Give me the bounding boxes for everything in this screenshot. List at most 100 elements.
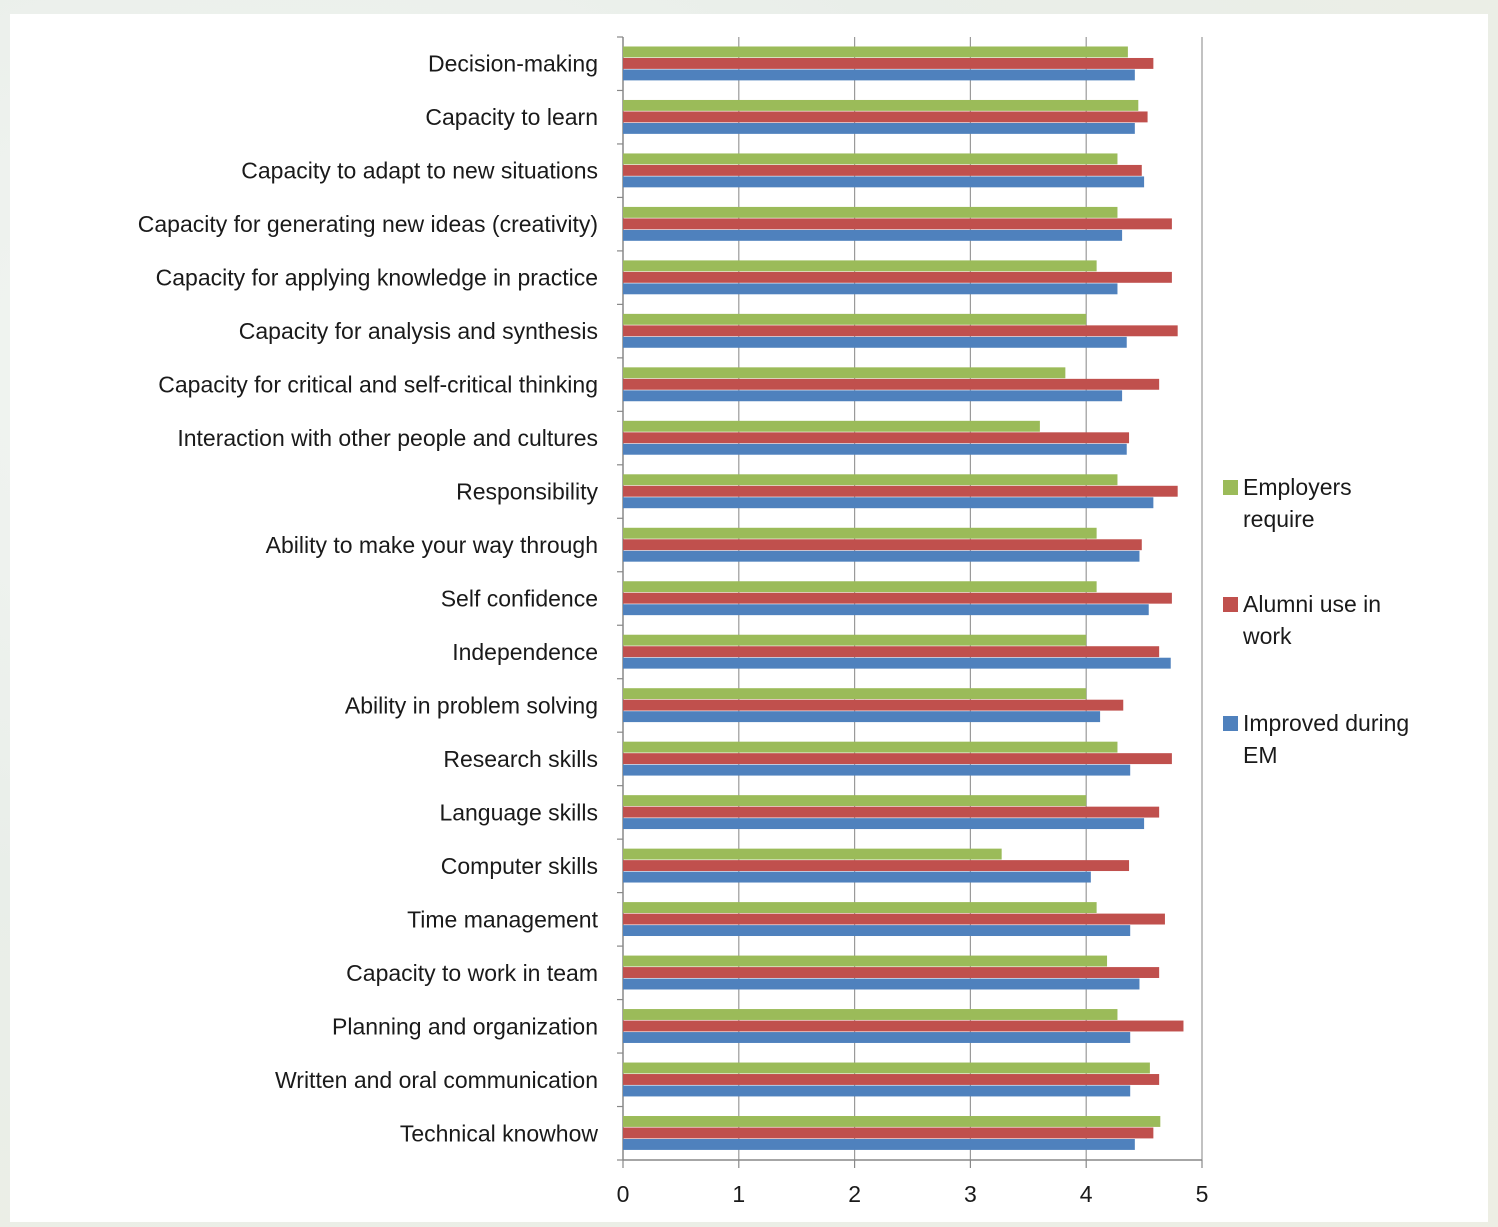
legend-label: work (1242, 623, 1292, 649)
bar (623, 336, 1127, 348)
bar (623, 176, 1145, 188)
category-label: Technical knowhow (400, 1120, 599, 1146)
bar (623, 806, 1160, 818)
bar (623, 871, 1091, 883)
bar (623, 527, 1097, 539)
category-label: Responsibility (456, 479, 598, 505)
bar (623, 646, 1160, 658)
legend-label: EM (1243, 742, 1278, 768)
bar (623, 913, 1165, 925)
bar (623, 111, 1148, 123)
bar (623, 99, 1139, 111)
x-tick-label: 0 (617, 1181, 630, 1207)
bar (623, 443, 1127, 455)
bar (623, 206, 1118, 218)
category-label: Capacity for analysis and synthesis (239, 318, 598, 344)
legend-label: Employers (1243, 474, 1352, 500)
x-tick-label: 2 (848, 1181, 861, 1207)
bar (623, 69, 1135, 81)
category-label: Time management (407, 906, 599, 932)
bar (623, 592, 1172, 604)
category-label: Research skills (443, 746, 598, 772)
bar (623, 164, 1142, 176)
bar (623, 325, 1178, 337)
bar (623, 1116, 1161, 1127)
x-tick-label: 1 (732, 1181, 745, 1207)
bar (623, 550, 1140, 562)
bar (623, 153, 1118, 165)
bar (623, 367, 1066, 379)
bar (623, 539, 1142, 551)
category-label: Language skills (439, 799, 598, 825)
bar (623, 1085, 1131, 1097)
category-label: Capacity to adapt to new situations (241, 158, 598, 184)
bar (623, 741, 1118, 753)
bar (623, 313, 1087, 325)
legend-swatch (1223, 480, 1238, 495)
bar (623, 260, 1097, 272)
bar (623, 818, 1145, 830)
bar (623, 57, 1154, 69)
bar (623, 604, 1149, 616)
legend-label: Improved during (1243, 710, 1409, 736)
bar (623, 271, 1172, 283)
bar (623, 978, 1140, 990)
bar (623, 229, 1123, 241)
bar (623, 764, 1131, 776)
category-label: Ability in problem solving (345, 692, 598, 718)
category-label: Capacity for critical and self-critical … (158, 372, 598, 398)
bar (623, 218, 1172, 230)
bar (623, 283, 1118, 295)
category-label: Computer skills (441, 853, 598, 879)
category-label: Planning and organization (332, 1013, 598, 1039)
x-tick-label: 5 (1196, 1181, 1209, 1207)
bar (623, 1139, 1135, 1150)
category-label: Decision-making (428, 51, 598, 77)
category-label: Written and oral communication (275, 1067, 598, 1093)
legend-label: require (1243, 506, 1315, 532)
bar (623, 967, 1160, 978)
bar (623, 848, 1002, 860)
x-tick-label: 3 (964, 1181, 977, 1207)
bar (623, 1020, 1184, 1032)
bar (623, 955, 1108, 967)
category-label: Capacity to learn (425, 104, 598, 130)
bar (623, 485, 1178, 497)
bar (623, 1032, 1131, 1043)
category-label: Self confidence (441, 586, 598, 612)
bar (623, 432, 1130, 444)
bar (623, 860, 1130, 872)
bar (623, 1127, 1154, 1139)
bar (623, 474, 1118, 486)
category-label: Capacity to work in team (346, 960, 598, 986)
legend-label: Alumni use in (1243, 591, 1381, 617)
bar (623, 753, 1172, 765)
bar (623, 420, 1040, 432)
bar (623, 46, 1128, 58)
category-label: Capacity for generating new ideas (creat… (138, 211, 598, 237)
bar (623, 497, 1154, 509)
bar (623, 688, 1087, 700)
bar (623, 699, 1124, 711)
bar (623, 1062, 1150, 1074)
bar (623, 390, 1123, 402)
bar (623, 657, 1171, 669)
bar (623, 1009, 1118, 1020)
legend-swatch (1223, 716, 1238, 731)
legend-swatch (1223, 597, 1238, 612)
bar (623, 795, 1087, 807)
category-label: Capacity for applying knowledge in pract… (156, 265, 598, 291)
bar (623, 902, 1097, 914)
x-tick-label: 4 (1080, 1181, 1093, 1207)
bar (623, 711, 1101, 723)
bar (623, 122, 1135, 134)
bar (623, 581, 1097, 593)
category-label: Ability to make your way through (266, 532, 598, 558)
bar (623, 925, 1131, 937)
bar (623, 634, 1087, 646)
category-label: Interaction with other people and cultur… (177, 425, 598, 451)
bar (623, 378, 1160, 390)
category-label: Independence (452, 639, 598, 665)
bar (623, 1074, 1160, 1085)
